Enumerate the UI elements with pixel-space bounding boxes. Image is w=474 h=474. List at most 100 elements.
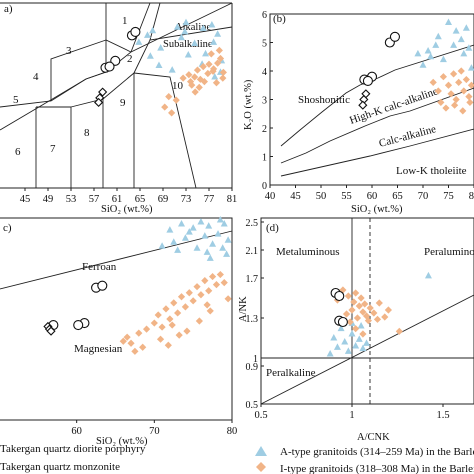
y-tick-label: 0 (262, 181, 267, 192)
panel-b-lowk-label: Low-K tholeiite (396, 165, 467, 177)
x-tick-label: 60 (367, 191, 378, 202)
i-type-point (168, 109, 176, 117)
i-type-point (373, 315, 382, 323)
i-type-point (447, 90, 455, 98)
monzonite-point (94, 97, 104, 108)
i-type-point (353, 314, 362, 322)
a-type-point (341, 338, 349, 345)
panel-d-points (326, 271, 432, 357)
x-tick-label: 65 (135, 194, 146, 205)
i-type-point (127, 339, 135, 347)
a-type-point (149, 26, 157, 34)
panel-b-x-label: SiO₂ (wt.%) (351, 204, 403, 215)
monzonite-point (358, 100, 368, 110)
i-type-point (215, 46, 223, 55)
panel-a-field-3: 3 (66, 45, 72, 57)
y-tick-label: 1.7 (246, 274, 259, 285)
a-type-point (424, 47, 432, 54)
a-type-point (414, 49, 422, 57)
i-type-point (196, 75, 204, 83)
panel-b-calcalkaline-label: Calc-alkaline (378, 123, 438, 150)
i-type-point (460, 87, 468, 95)
a-type-point (357, 322, 365, 329)
i-type-point (119, 337, 127, 345)
a-type-point (174, 246, 182, 253)
i-type-point (346, 318, 354, 326)
a-type-point (326, 350, 334, 357)
panel-a: a) 1 2 3 4 5 6 7 8 9 10 Alkaline Sub (0, 2, 237, 215)
i-type-point (201, 277, 209, 285)
y-tick-label: 3 (262, 96, 267, 107)
i-type-point (123, 333, 131, 341)
panel-d-y-label: A/NK (238, 296, 249, 322)
panel-d-peralkaline-label: Peralkaline (266, 367, 316, 379)
panel-b-y-label: K₂O (wt.%) (243, 79, 254, 130)
a-type-point (220, 220, 228, 227)
panel-c-magnesian-label: Magnesian (74, 343, 123, 355)
a-type-point (223, 250, 231, 257)
i-type-point (455, 78, 463, 86)
a-type-point (352, 342, 360, 349)
diorite-porphyry-point (389, 31, 401, 42)
y-tick-label: 4 (262, 67, 267, 78)
i-type-point (355, 302, 363, 310)
i-type-point (437, 98, 445, 106)
i-type-point (135, 329, 143, 337)
panel-a-field-4: 4 (33, 71, 39, 83)
monzonite-point (46, 326, 56, 336)
i-type-point (170, 299, 178, 307)
i-type-point (465, 93, 473, 101)
a-type-point (224, 236, 232, 243)
i-type-point (191, 88, 199, 96)
i-type-point (219, 74, 227, 82)
i-type-point (158, 323, 166, 331)
panel-a-tick-labels: 45 49 53 57 61 65 69 73 77 81 (20, 188, 237, 205)
i-type-point (206, 307, 214, 315)
i-type-point (203, 301, 211, 309)
x-tick-label: 75 (443, 191, 454, 202)
panel-c: c) Ferroan Magnesian 60 70 80 SiO₂ (wt.%) (0, 216, 237, 447)
a-type-point (203, 248, 211, 255)
i-type-point (348, 306, 356, 314)
i-type-point (342, 310, 351, 318)
x-tick-label: 45 (290, 191, 301, 202)
i-type-point (174, 309, 182, 317)
panel-b-points (358, 18, 474, 115)
i-type-point (451, 101, 459, 109)
a-type-point (205, 222, 213, 229)
legend-text-monzonite: Takergan quartz monzonite (0, 461, 120, 473)
panel-d-frame (260, 217, 474, 405)
x-tick-label: 50 (316, 191, 327, 202)
panel-a-alkaline-label: Alkaline (175, 22, 211, 33)
x-tick-label: 61 (112, 194, 123, 205)
panel-a-field-10: 10 (172, 80, 184, 92)
panel-b-shoshonitic-label: Shoshonitic (298, 94, 350, 106)
i-type-point (366, 304, 374, 312)
i-type-point (131, 347, 139, 355)
panel-d-label: (d) (266, 222, 279, 234)
i-type-point (179, 74, 187, 82)
y-tick-label: 6 (262, 10, 267, 21)
a-type-point (177, 33, 185, 41)
a-type-point (193, 244, 201, 251)
x-tick-label: 70 (149, 426, 160, 437)
x-tick-label: 1 (349, 410, 354, 421)
a-type-point (330, 334, 338, 341)
i-type-point (208, 272, 217, 281)
x-tick-label: 53 (66, 194, 77, 205)
panel-a-field-5: 5 (13, 94, 19, 106)
i-type-point (199, 62, 207, 71)
panel-d-metaluminous-label: Metaluminous (276, 246, 340, 258)
i-type-point (462, 75, 470, 84)
a-type-point (333, 343, 341, 350)
panel-b-series-boundaries (280, 44, 474, 177)
diorite-porphyry-point (334, 290, 345, 302)
i-type-point (139, 343, 147, 351)
x-tick-label: 69 (158, 194, 169, 205)
a-type-point (184, 51, 192, 58)
i-type-point (466, 98, 474, 106)
a-type-point (216, 216, 224, 223)
i-type-point (439, 73, 447, 81)
i-type-point (195, 317, 203, 325)
a-type-point (197, 218, 205, 225)
